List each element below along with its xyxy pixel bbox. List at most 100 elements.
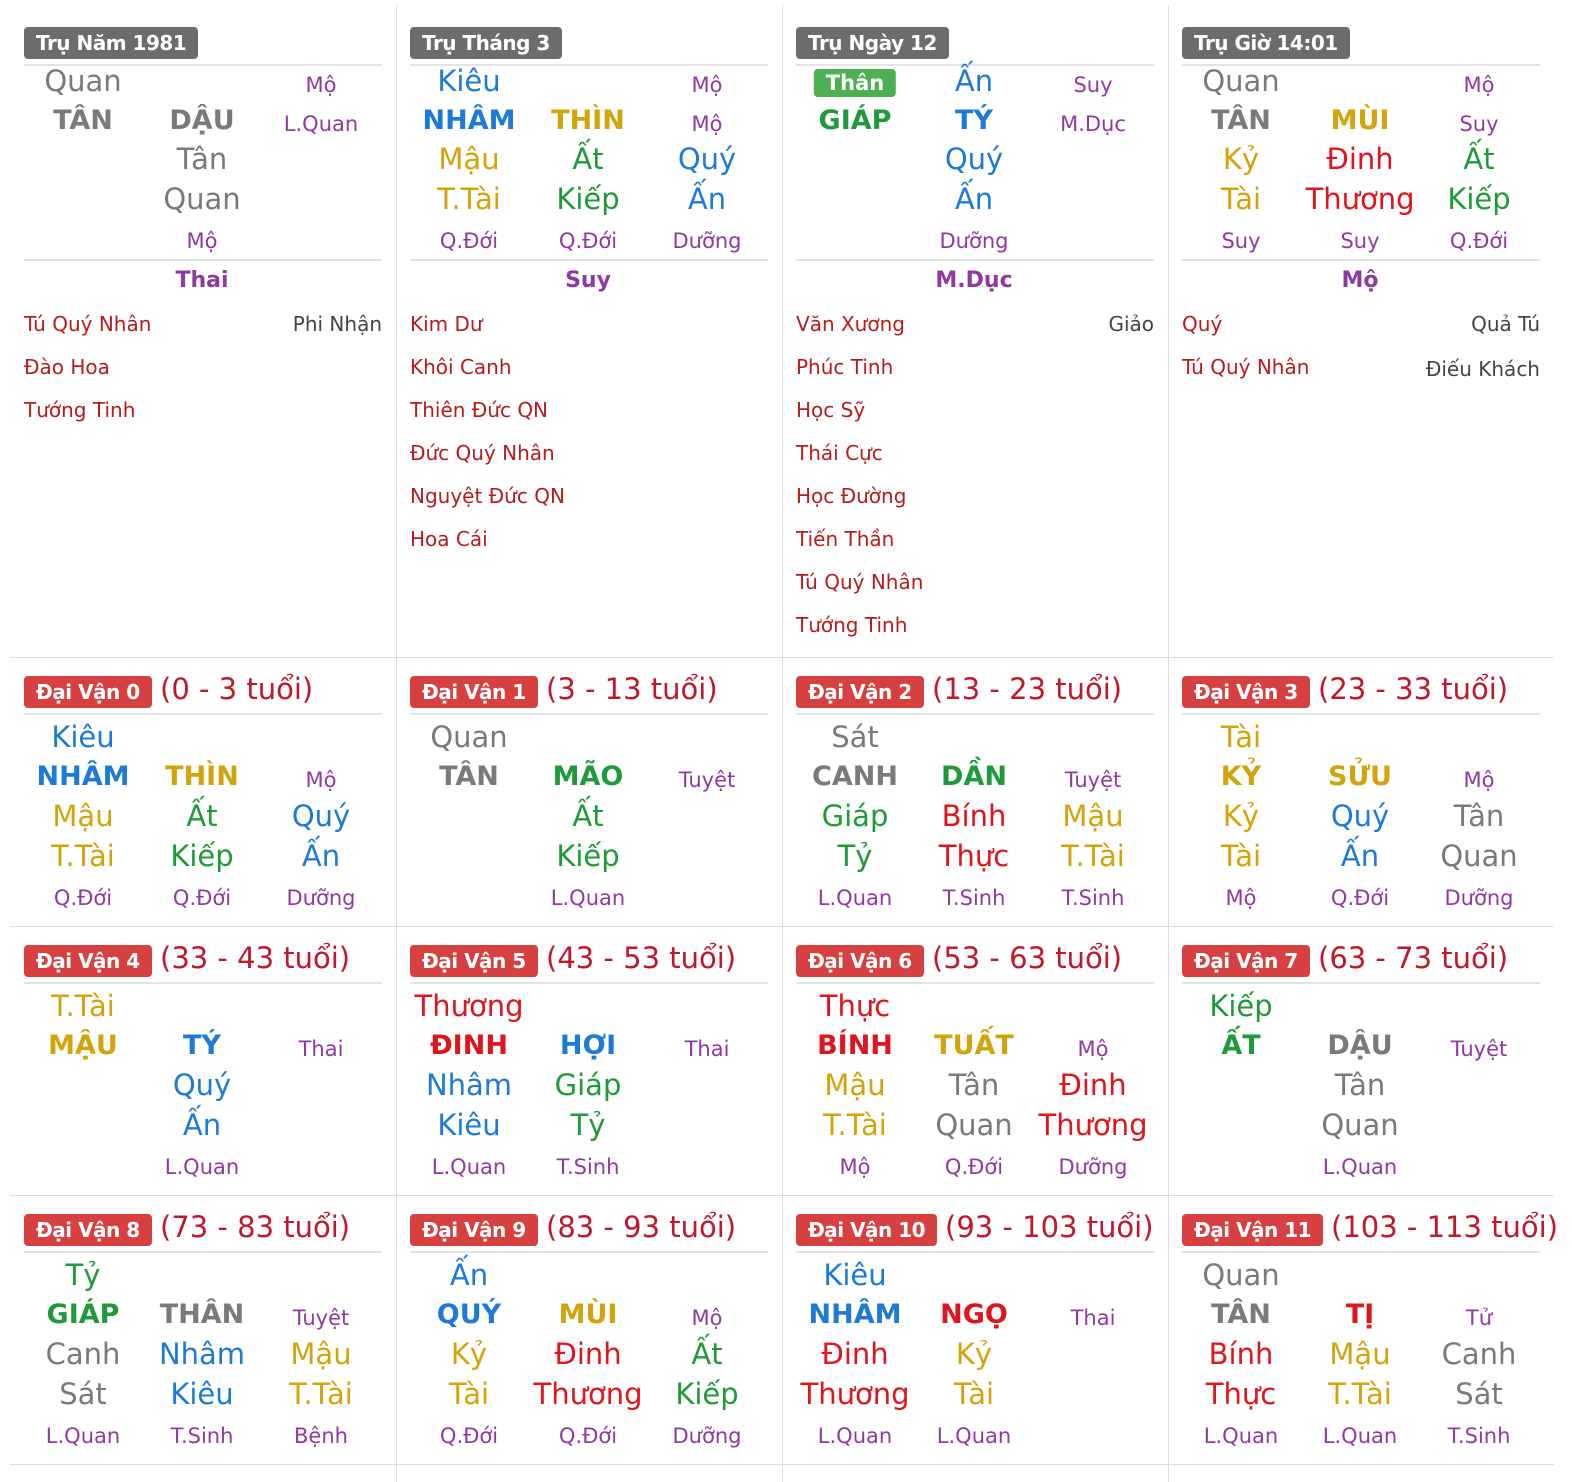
hidden-stem: Đinh — [1059, 1068, 1127, 1102]
section-separator — [24, 259, 382, 261]
age-range: (103 - 113 tuổi) — [1331, 1210, 1559, 1244]
hidden-life-stage: T.Sinh — [1061, 886, 1125, 910]
hidden-life-stage: L.Quan — [550, 886, 626, 910]
heavenly-stem: GIÁP — [46, 1299, 120, 1330]
branch-life-stage: Mộ — [1077, 1037, 1109, 1061]
row-divider — [10, 1464, 1554, 1465]
branch-life-stage: Tuyệt — [292, 1306, 350, 1330]
hidden-ten-god: Ấn — [182, 1108, 222, 1142]
hidden-life-stage: L.Quan — [1203, 1424, 1279, 1448]
hidden-stem: Đinh — [554, 1337, 622, 1371]
luck-pillar-header: Đại Vận 1 (3 - 13 tuổi) — [410, 671, 768, 715]
hidden-ten-god: T.Tài — [51, 839, 115, 873]
luck-pillar-header: Đại Vận 11 (103 - 113 tuổi) — [1182, 1209, 1558, 1253]
luck-pillar-badge: Đại Vận 5 — [410, 945, 538, 977]
pillar-cell: Trụ Ngày 12 Thân Ấn Suy GIÁP TÝ M.Dục Quý Ấn Dưỡn… — [782, 5, 1168, 657]
hidden-life-stage: Mộ — [1225, 886, 1257, 910]
hidden-stem: Kỷ — [1222, 142, 1260, 176]
hidden-ten-god: Quan — [935, 1108, 1013, 1142]
hidden-stem: Mậu — [438, 142, 500, 176]
branch-life-stage: Thai — [298, 1037, 344, 1061]
hidden-stem: Canh — [45, 1337, 121, 1371]
earthly-branch: MÙI — [1330, 105, 1390, 136]
age-range: (73 - 83 tuổi) — [160, 1210, 351, 1244]
row-divider — [10, 657, 1554, 658]
branch-life-stage: Mộ — [691, 112, 723, 136]
hidden-ten-god: Thương — [533, 1377, 643, 1411]
hidden-ten-god: Ấn — [687, 182, 727, 216]
age-range: (53 - 63 tuổi) — [932, 941, 1123, 975]
stem-ten-god: Quan — [44, 64, 122, 98]
hidden-ten-god: T.Tài — [823, 1108, 887, 1142]
luck-pillar-header: Đại Vận 2 (13 - 23 tuổi) — [796, 671, 1154, 715]
luck-pillar-cell: Đại Vận 4 (33 - 43 tuổi) T.Tài MẬU TÝ Thai Quý… — [10, 926, 396, 1195]
luck-pillar-cell: Đại Vận 5 (43 - 53 tuổi) Thương ĐINH HỢI Thai… — [396, 926, 782, 1195]
column-divider — [396, 5, 397, 1482]
hidden-stem: Ất — [691, 1337, 723, 1371]
hidden-life-stage: Suy — [1340, 229, 1380, 253]
heavenly-stem: TÂN — [53, 105, 113, 136]
hidden-stem: Nhâm — [425, 1068, 513, 1102]
luck-pillar-badge: Đại Vận 10 — [796, 1214, 938, 1246]
branch-life-stage: Mộ — [1463, 768, 1495, 792]
branch-life-stage: Suy — [1459, 112, 1499, 136]
hidden-ten-god: Ấn — [1340, 839, 1380, 873]
age-range: (23 - 33 tuổi) — [1318, 672, 1509, 706]
branch-life-stage: L.Quan — [283, 112, 359, 136]
hidden-stem: Đinh — [821, 1337, 889, 1371]
heavenly-stem: TÂN — [439, 761, 499, 792]
shen-sha-star: Nguyệt Đức QN — [410, 484, 565, 508]
hidden-life-stage: Q.Đới — [1449, 229, 1509, 253]
hidden-stem: Kỷ — [955, 1337, 993, 1371]
shen-sha-star: Giảo — [1108, 312, 1154, 336]
stem-ten-god: Kiêu — [437, 64, 501, 98]
hidden-ten-god: T.Tài — [289, 1377, 353, 1411]
luck-pillar-header: Đại Vận 6 (53 - 63 tuổi) — [796, 940, 1154, 984]
shen-sha-star: Tiến Thần — [796, 527, 895, 551]
hidden-life-stage: L.Quan — [164, 1155, 240, 1179]
earthly-branch: TUẤT — [934, 1030, 1014, 1061]
hidden-ten-god: T.Tài — [1328, 1377, 1392, 1411]
heavenly-stem: MẬU — [48, 1030, 118, 1061]
shen-sha-star: Quả Tú — [1471, 312, 1540, 336]
luck-pillar-badge: Đại Vận 11 — [1182, 1214, 1324, 1246]
branch-life-stage: Tử — [1465, 1306, 1493, 1330]
branch-life-stage: Tuyệt — [1450, 1037, 1508, 1061]
hidden-stem: Mậu — [290, 1337, 352, 1371]
stem-life-stage: Mộ — [305, 73, 337, 97]
luck-pillar-header: Đại Vận 3 (23 - 33 tuổi) — [1182, 671, 1540, 715]
stem-ten-god: Thương — [414, 989, 524, 1023]
heavenly-stem: BÍNH — [817, 1030, 893, 1061]
shen-sha-star: Tướng Tinh — [24, 398, 136, 422]
earthly-branch: MÙI — [558, 1299, 618, 1330]
stem-ten-god: Tài — [1220, 720, 1262, 754]
shen-sha-star: Phi Nhận — [292, 312, 382, 336]
hidden-ten-god: Thương — [1038, 1108, 1148, 1142]
branch-life-stage: Mộ — [305, 768, 337, 792]
shen-sha-star: Khôi Canh — [410, 355, 512, 379]
hidden-ten-god: Kiếp — [556, 182, 620, 216]
hidden-life-stage: Dưỡng — [1058, 1155, 1128, 1179]
heavenly-stem: KỶ — [1220, 761, 1262, 792]
hidden-stem: Mậu — [52, 799, 114, 833]
hidden-stem: Quý — [172, 1068, 232, 1102]
hidden-ten-god: T.Tài — [1061, 839, 1125, 873]
shen-sha-star: Điếu Khách — [1425, 357, 1540, 381]
heavenly-stem: GIÁP — [818, 105, 892, 136]
heavenly-stem: TÂN — [1211, 105, 1271, 136]
stem-ten-god: T.Tài — [51, 989, 115, 1023]
luck-pillar-header: Đại Vận 9 (83 - 93 tuổi) — [410, 1209, 768, 1253]
shen-sha-star: Phúc Tinh — [796, 355, 894, 379]
earthly-branch: SỬU — [1328, 761, 1392, 792]
shen-sha-star: Học Sỹ — [796, 398, 866, 422]
luck-pillar-badge: Đại Vận 3 — [1182, 676, 1310, 708]
hidden-life-stage: L.Quan — [817, 886, 893, 910]
luck-pillar-header: Đại Vận 4 (33 - 43 tuổi) — [24, 940, 382, 984]
luck-pillar-badge: Đại Vận 4 — [24, 945, 152, 977]
luck-pillar-badge: Đại Vận 2 — [796, 676, 924, 708]
hidden-ten-god: T.Tài — [437, 182, 501, 216]
section-separator — [410, 259, 768, 261]
hidden-life-stage: L.Quan — [45, 1424, 121, 1448]
hidden-life-stage: Dưỡng — [1444, 886, 1514, 910]
hidden-ten-god: Kiếp — [556, 839, 620, 873]
